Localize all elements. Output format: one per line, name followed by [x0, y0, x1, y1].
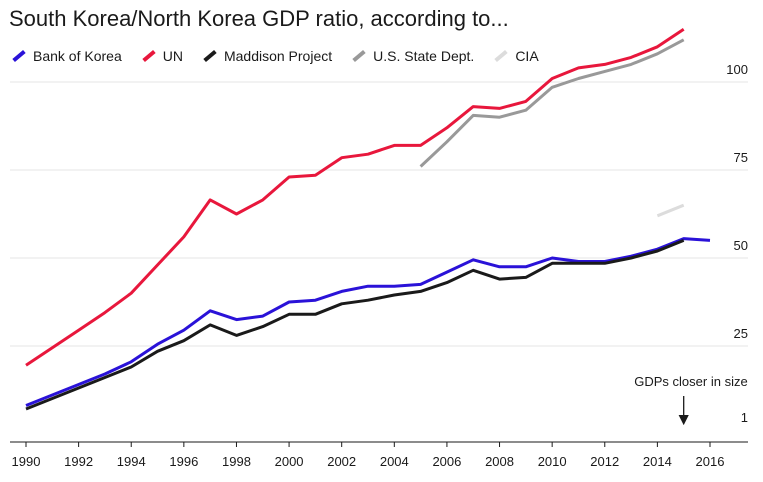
chart-title: South Korea/North Korea GDP ratio, accor…	[9, 6, 509, 31]
x-tick-label: 2006	[432, 454, 461, 469]
x-tick-label: 2012	[590, 454, 619, 469]
legend-label: UN	[162, 48, 183, 64]
annotation-label: GDPs closer in size	[634, 374, 747, 389]
series-line-maddison-project	[25, 239, 685, 411]
x-tick-label: 2010	[538, 454, 567, 469]
y-tick-label: 50	[734, 238, 748, 253]
series-line-bank-of-korea	[25, 237, 711, 407]
legend-item: UN	[142, 48, 183, 64]
x-tick-label: 1992	[64, 454, 93, 469]
series-line-cia	[656, 203, 685, 218]
legend-label: Maddison Project	[223, 48, 333, 64]
x-tick-label: 2008	[485, 454, 514, 469]
legend-item: Maddison Project	[203, 48, 332, 64]
y-tick-label: 25	[734, 326, 748, 341]
x-tick-label: 1990	[12, 454, 41, 469]
legend-label: CIA	[515, 48, 539, 64]
x-tick-label: 2016	[696, 454, 725, 469]
series-line-u-s-state-dept	[419, 38, 685, 168]
y-tick-label: 1	[741, 410, 748, 425]
x-tick-label: 2002	[327, 454, 356, 469]
y-tick-label: 75	[734, 150, 748, 165]
legend-label: Bank of Korea	[33, 48, 122, 64]
x-tick-label: 2000	[275, 454, 304, 469]
legend-label: U.S. State Dept.	[373, 48, 475, 64]
y-tick-label: 100	[726, 62, 748, 77]
x-tick-label: 2014	[643, 454, 672, 469]
x-tick-label: 2004	[380, 454, 409, 469]
x-tick-label: 1994	[117, 454, 146, 469]
legend-item: CIA	[494, 48, 539, 64]
legend-item: U.S. State Dept.	[352, 48, 474, 64]
series-line-un	[25, 27, 685, 367]
legend: Bank of Korea UN Maddison Project U.S. Stat…	[12, 48, 539, 64]
x-tick-label: 1996	[169, 454, 198, 469]
legend-item: Bank of Korea	[12, 48, 122, 64]
x-tick-label: 1998	[222, 454, 251, 469]
